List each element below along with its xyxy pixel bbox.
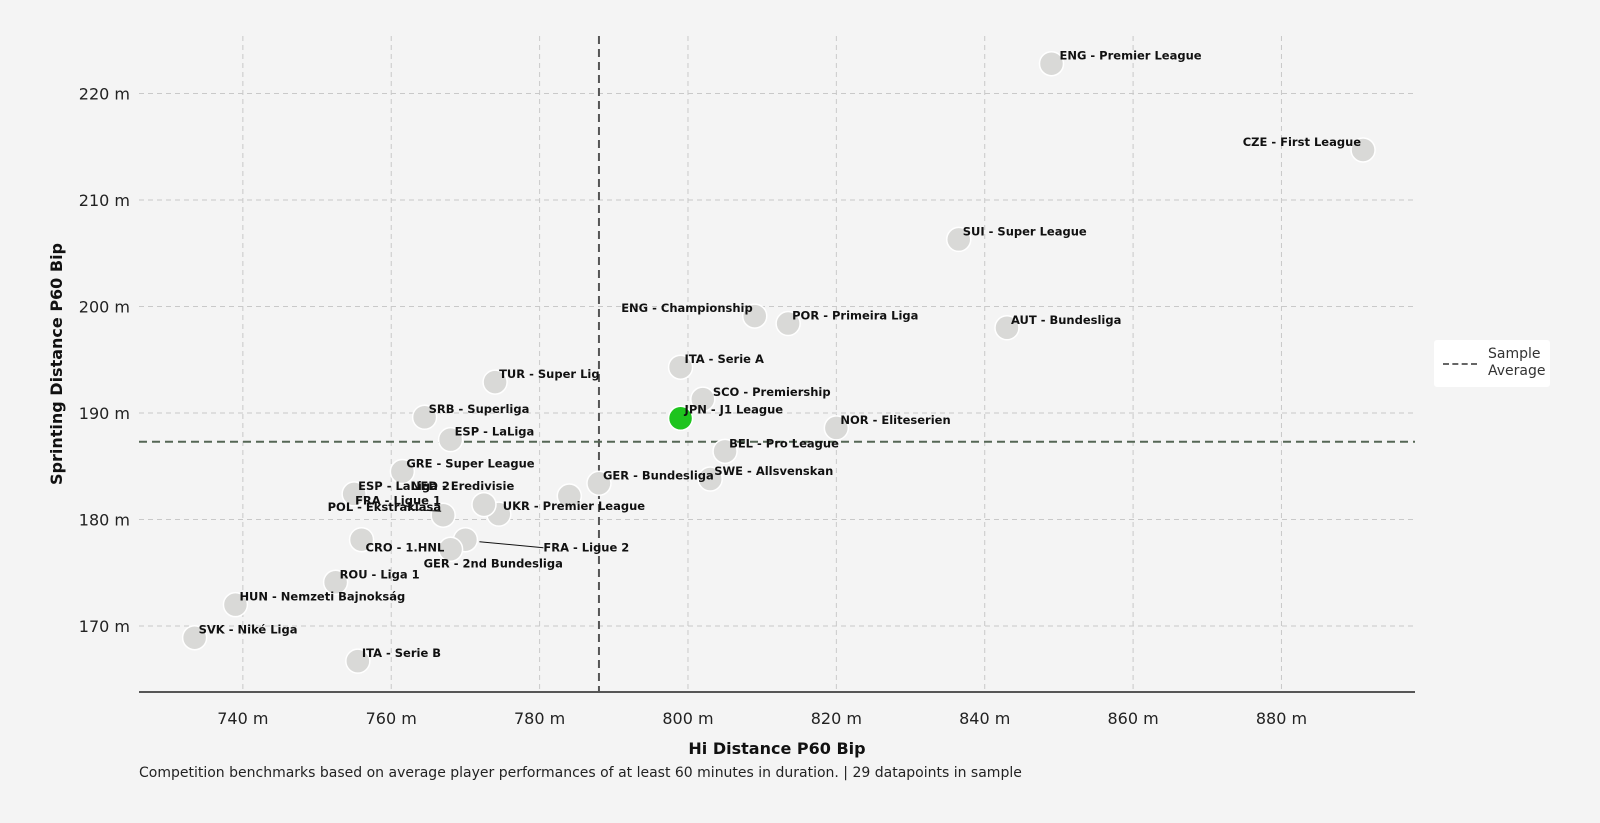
legend: Sample Average (1434, 340, 1550, 387)
x-tick-label: 740 m (217, 709, 268, 728)
data-point (586, 470, 612, 497)
y-tick-label: 180 m (79, 510, 130, 529)
data-point-label: HUN - Nemzeti Bajnokság (239, 590, 405, 604)
data-point-label: CZE - First League (1243, 135, 1362, 149)
data-point (690, 386, 716, 412)
x-tick-label: 780 m (514, 709, 565, 728)
data-point-label: ENG - Premier League (1059, 49, 1201, 63)
data-point (482, 369, 508, 395)
data-point (775, 310, 801, 337)
data-point-label: POL - Ekstraklasa (328, 500, 442, 514)
data-point (823, 415, 850, 441)
data-point-label: SUI - Super League (963, 224, 1087, 238)
data-point-label: SRB - Superliga (429, 402, 530, 416)
data-point (437, 426, 464, 453)
data-point-label: NOR - Eliteserien (840, 413, 950, 427)
y-tick-label: 190 m (79, 404, 130, 423)
data-point (389, 458, 416, 485)
data-point (430, 502, 456, 528)
y-tick-label: 170 m (79, 617, 130, 636)
data-point (712, 438, 738, 465)
data-point (1350, 137, 1376, 163)
x-tick-label: 800 m (662, 709, 713, 728)
data-point (667, 405, 694, 432)
data-point-label: ESP - LaLiga 2 (358, 479, 450, 493)
data-point (946, 226, 972, 253)
y-tick-label: 220 m (79, 85, 130, 104)
data-point-label: GRE - Super League (406, 457, 534, 471)
data-point (322, 569, 349, 596)
data-point-label: SCO - Premiership (713, 385, 831, 399)
chart-caption: Competition benchmarks based on average … (139, 765, 1022, 781)
y-tick-label: 200 m (79, 297, 130, 316)
data-point-label: ITA - Serie B (362, 646, 441, 660)
data-point-label: ITA - Serie A (685, 352, 764, 366)
x-tick-label: 860 m (1107, 709, 1158, 728)
data-point-label: BEL - Pro League (729, 436, 839, 450)
y-axis-title: Sprinting Distance P60 Bip (47, 243, 66, 485)
data-point (471, 491, 497, 518)
legend-dash-swatch (1443, 363, 1477, 365)
data-point (1038, 50, 1065, 77)
data-point-label: POR - Primeira Liga (792, 309, 918, 323)
data-point-label: ROU - Liga 1 (340, 567, 420, 581)
data-point-label: ESP - LaLiga (455, 425, 535, 439)
data-point (556, 483, 583, 509)
data-point (437, 536, 464, 563)
data-point-label: CRO - 1.HNL (366, 541, 445, 555)
x-tick-label: 820 m (811, 709, 862, 728)
data-point (341, 481, 367, 507)
data-point-label: GER - 2nd Bundesliga (424, 556, 563, 570)
data-point (222, 591, 249, 618)
data-point (741, 303, 768, 329)
data-point-label: FRA - Ligue 2 (543, 541, 629, 555)
data-point-label: FRA - Ligue 1 (355, 494, 441, 508)
x-tick-label: 760 m (366, 709, 417, 728)
data-point (348, 526, 375, 553)
data-point (411, 404, 438, 430)
data-point-label: JPN - J1 League (684, 402, 784, 416)
data-point-label: SWE - Allsvenskan (714, 464, 833, 478)
data-point-label: SVK - Niké Liga (199, 623, 298, 637)
data-point (994, 315, 1020, 341)
legend-label-line2: Average (1488, 363, 1546, 379)
x-axis-title: Hi Distance P60 Bip (688, 739, 865, 758)
legend-label-line1: Sample (1488, 346, 1541, 362)
data-point (697, 466, 723, 492)
data-point-label: UKR - Premier League (503, 499, 645, 513)
x-tick-label: 880 m (1256, 709, 1307, 728)
x-tick-label: 840 m (959, 709, 1010, 728)
data-point (181, 624, 208, 651)
data-point-label: GER - Bundesliga (603, 468, 714, 482)
legend-label: Sample Average (1488, 346, 1548, 380)
data-point (667, 354, 694, 380)
data-point (345, 648, 371, 674)
data-point-label: ENG - Championship (621, 301, 753, 315)
data-point-label: TUR - Super Lig (499, 367, 600, 381)
data-point-label: AUT - Bundesliga (1011, 313, 1121, 327)
label-leader-line (479, 541, 544, 549)
data-point-label: NED - Eredivisie (411, 479, 515, 493)
label-leader-line (408, 508, 442, 512)
y-tick-label: 210 m (79, 191, 130, 210)
